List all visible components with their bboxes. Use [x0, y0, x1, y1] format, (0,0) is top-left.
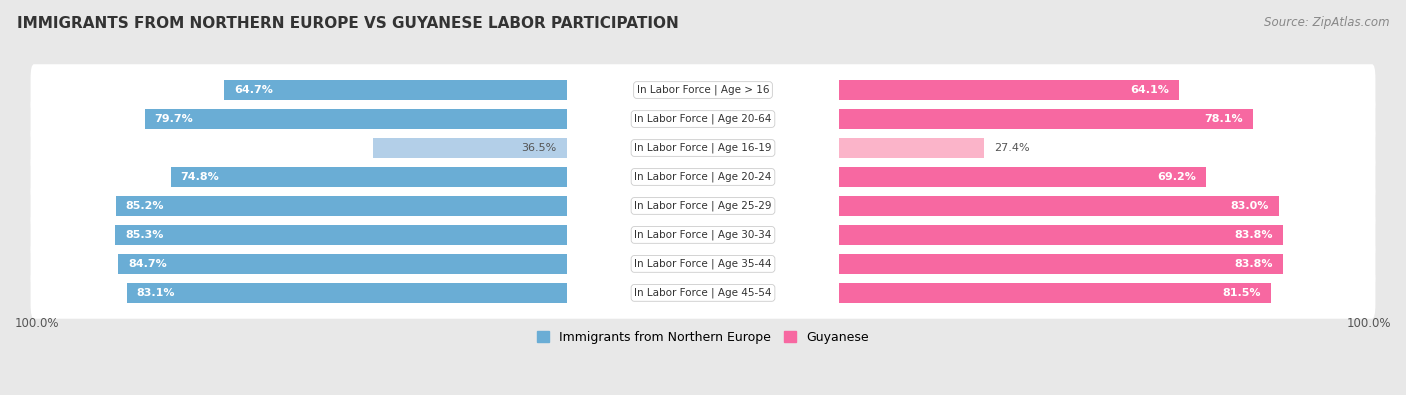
Text: 85.2%: 85.2% — [125, 201, 165, 211]
Text: 83.8%: 83.8% — [1234, 259, 1272, 269]
Text: 83.0%: 83.0% — [1230, 201, 1268, 211]
Text: 79.7%: 79.7% — [155, 114, 194, 124]
Bar — [839, 167, 1206, 187]
Bar — [374, 138, 567, 158]
Text: In Labor Force | Age 16-19: In Labor Force | Age 16-19 — [634, 143, 772, 153]
FancyBboxPatch shape — [31, 267, 1375, 319]
Bar — [839, 225, 1284, 245]
Text: In Labor Force | Age > 16: In Labor Force | Age > 16 — [637, 85, 769, 95]
Bar — [115, 196, 567, 216]
Text: 85.3%: 85.3% — [125, 230, 163, 240]
Bar — [115, 225, 567, 245]
Text: 81.5%: 81.5% — [1222, 288, 1261, 298]
Text: 83.8%: 83.8% — [1234, 230, 1272, 240]
FancyBboxPatch shape — [31, 209, 1375, 261]
Text: 83.1%: 83.1% — [136, 288, 176, 298]
FancyBboxPatch shape — [31, 64, 1375, 116]
Bar — [839, 109, 1253, 129]
Text: 64.7%: 64.7% — [233, 85, 273, 95]
FancyBboxPatch shape — [31, 122, 1375, 174]
Bar — [839, 254, 1284, 274]
Text: In Labor Force | Age 30-34: In Labor Force | Age 30-34 — [634, 230, 772, 240]
Text: In Labor Force | Age 35-44: In Labor Force | Age 35-44 — [634, 259, 772, 269]
Text: 78.1%: 78.1% — [1204, 114, 1243, 124]
Bar — [839, 138, 984, 158]
Bar — [839, 196, 1279, 216]
Text: IMMIGRANTS FROM NORTHERN EUROPE VS GUYANESE LABOR PARTICIPATION: IMMIGRANTS FROM NORTHERN EUROPE VS GUYAN… — [17, 16, 679, 31]
Bar — [839, 283, 1271, 303]
Text: In Labor Force | Age 20-24: In Labor Force | Age 20-24 — [634, 172, 772, 182]
FancyBboxPatch shape — [31, 151, 1375, 203]
Text: 27.4%: 27.4% — [994, 143, 1031, 153]
FancyBboxPatch shape — [31, 93, 1375, 145]
Bar — [118, 254, 567, 274]
FancyBboxPatch shape — [31, 180, 1375, 232]
Text: 84.7%: 84.7% — [128, 259, 167, 269]
Text: 69.2%: 69.2% — [1157, 172, 1195, 182]
Bar — [145, 109, 567, 129]
Text: 36.5%: 36.5% — [522, 143, 557, 153]
Text: 74.8%: 74.8% — [180, 172, 219, 182]
Bar — [127, 283, 567, 303]
Bar — [170, 167, 567, 187]
Text: In Labor Force | Age 25-29: In Labor Force | Age 25-29 — [634, 201, 772, 211]
Text: Source: ZipAtlas.com: Source: ZipAtlas.com — [1264, 16, 1389, 29]
Text: 64.1%: 64.1% — [1130, 85, 1168, 95]
Text: In Labor Force | Age 20-64: In Labor Force | Age 20-64 — [634, 114, 772, 124]
Text: In Labor Force | Age 45-54: In Labor Force | Age 45-54 — [634, 288, 772, 298]
Bar — [224, 80, 567, 100]
Bar — [839, 80, 1178, 100]
Legend: Immigrants from Northern Europe, Guyanese: Immigrants from Northern Europe, Guyanes… — [531, 326, 875, 349]
FancyBboxPatch shape — [31, 238, 1375, 290]
